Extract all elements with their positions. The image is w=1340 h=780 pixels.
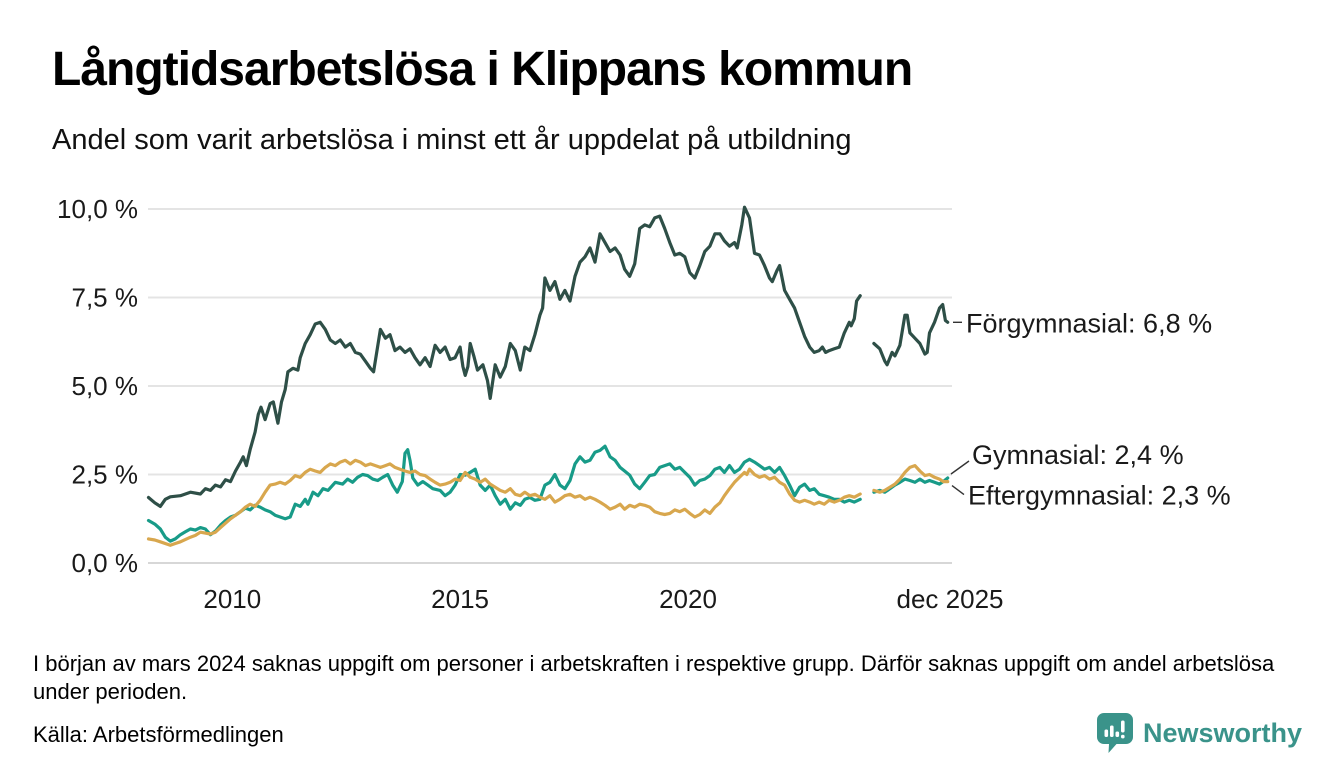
page-title: Långtidsarbetslösa i Klippans kommun bbox=[52, 43, 913, 96]
y-axis-tick-label: 7,5 % bbox=[72, 283, 139, 313]
series-line-eftergymnasial bbox=[872, 464, 950, 494]
y-axis-tick-label: 2,5 % bbox=[72, 460, 139, 490]
x-axis-tick-label: 2015 bbox=[431, 584, 489, 614]
series-end-label-förgymnasial: Förgymnasial: 6,8 % bbox=[966, 308, 1212, 338]
series-line-förgymnasial bbox=[146, 205, 862, 508]
newsworthy-logo: Newsworthy bbox=[1096, 712, 1302, 754]
newsworthy-wordmark: Newsworthy bbox=[1142, 717, 1302, 748]
series-line-förgymnasial bbox=[872, 303, 950, 367]
bar-chart-speech-bubble-icon bbox=[1096, 712, 1134, 754]
footnote-text: I början av mars 2024 saknas uppgift om … bbox=[33, 651, 1275, 705]
x-axis-tick-label: 2020 bbox=[659, 584, 717, 614]
y-axis-tick-label: 5,0 % bbox=[72, 371, 139, 401]
x-axis-tick-label: dec 2025 bbox=[897, 584, 1004, 614]
y-axis-tick-label: 10,0 % bbox=[57, 194, 138, 224]
page-subtitle: Andel som varit arbetslösa i minst ett å… bbox=[52, 124, 852, 156]
y-axis-tick-label: 0,0 % bbox=[72, 548, 139, 578]
series-line-eftergymnasial bbox=[146, 458, 862, 547]
label-leader-line bbox=[951, 485, 965, 496]
series-end-label-eftergymnasial: Eftergymnasial: 2,3 % bbox=[968, 481, 1231, 511]
label-leader-line bbox=[950, 460, 970, 475]
x-axis-tick-label: 2010 bbox=[203, 584, 261, 614]
series-end-label-gymnasial: Gymnasial: 2,4 % bbox=[972, 440, 1184, 470]
series-line-gymnasial bbox=[146, 444, 862, 543]
source-text: Källa: Arbetsförmedlingen bbox=[33, 722, 284, 747]
